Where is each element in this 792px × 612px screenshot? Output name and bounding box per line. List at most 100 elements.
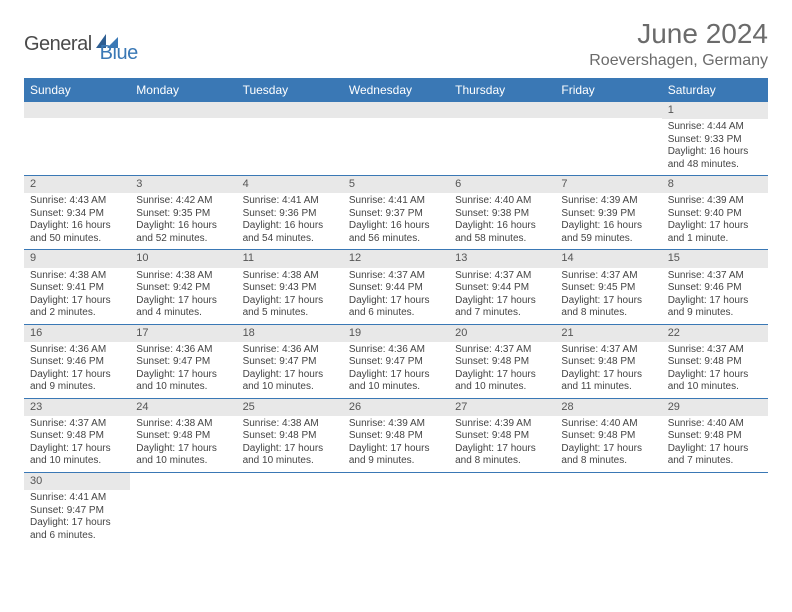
sunset-text: Sunset: 9:40 PM [668, 208, 762, 221]
sunset-text: Sunset: 9:48 PM [349, 430, 443, 443]
calendar-week-row: 23Sunrise: 4:37 AMSunset: 9:48 PMDayligh… [24, 398, 768, 472]
day-content: Sunrise: 4:41 AMSunset: 9:37 PMDaylight:… [343, 193, 449, 249]
sunrise-text: Sunrise: 4:36 AM [349, 344, 443, 357]
empty-day-bar [449, 102, 555, 118]
day-content: Sunrise: 4:43 AMSunset: 9:34 PMDaylight:… [24, 193, 130, 249]
calendar-cell: 21Sunrise: 4:37 AMSunset: 9:48 PMDayligh… [555, 324, 661, 398]
weekday-header: Thursday [449, 78, 555, 102]
daylight-text: Daylight: 17 hours and 8 minutes. [561, 295, 655, 320]
empty-day-bar [130, 102, 236, 118]
sunrise-text: Sunrise: 4:41 AM [243, 195, 337, 208]
sunset-text: Sunset: 9:47 PM [349, 356, 443, 369]
sunset-text: Sunset: 9:47 PM [243, 356, 337, 369]
day-number: 30 [24, 473, 130, 490]
calendar-week-row: 30Sunrise: 4:41 AMSunset: 9:47 PMDayligh… [24, 472, 768, 546]
sunset-text: Sunset: 9:43 PM [243, 282, 337, 295]
logo-text-blue: Blue [100, 42, 138, 65]
calendar-cell: 8Sunrise: 4:39 AMSunset: 9:40 PMDaylight… [662, 176, 768, 250]
day-number: 15 [662, 250, 768, 267]
weekday-header: Sunday [24, 78, 130, 102]
daylight-text: Daylight: 17 hours and 7 minutes. [668, 443, 762, 468]
day-content: Sunrise: 4:39 AMSunset: 9:39 PMDaylight:… [555, 193, 661, 249]
calendar-cell [555, 102, 661, 176]
calendar-cell: 28Sunrise: 4:40 AMSunset: 9:48 PMDayligh… [555, 398, 661, 472]
daylight-text: Daylight: 16 hours and 54 minutes. [243, 220, 337, 245]
day-content: Sunrise: 4:41 AMSunset: 9:47 PMDaylight:… [24, 490, 130, 546]
weekday-header: Friday [555, 78, 661, 102]
sunrise-text: Sunrise: 4:37 AM [561, 344, 655, 357]
day-content: Sunrise: 4:37 AMSunset: 9:45 PMDaylight:… [555, 268, 661, 324]
sunrise-text: Sunrise: 4:43 AM [30, 195, 124, 208]
sunset-text: Sunset: 9:37 PM [349, 208, 443, 221]
day-number: 3 [130, 176, 236, 193]
sunrise-text: Sunrise: 4:38 AM [30, 270, 124, 283]
sunset-text: Sunset: 9:48 PM [561, 430, 655, 443]
sunrise-text: Sunrise: 4:36 AM [30, 344, 124, 357]
title-block: June 2024 Roevershagen, Germany [589, 18, 768, 70]
sunset-text: Sunset: 9:48 PM [561, 356, 655, 369]
sunset-text: Sunset: 9:46 PM [30, 356, 124, 369]
day-number: 4 [237, 176, 343, 193]
calendar-cell [662, 472, 768, 546]
day-number: 6 [449, 176, 555, 193]
calendar-cell: 22Sunrise: 4:37 AMSunset: 9:48 PMDayligh… [662, 324, 768, 398]
day-number: 22 [662, 325, 768, 342]
calendar-cell [449, 472, 555, 546]
day-number: 9 [24, 250, 130, 267]
calendar-cell: 27Sunrise: 4:39 AMSunset: 9:48 PMDayligh… [449, 398, 555, 472]
day-content: Sunrise: 4:40 AMSunset: 9:38 PMDaylight:… [449, 193, 555, 249]
calendar-cell: 10Sunrise: 4:38 AMSunset: 9:42 PMDayligh… [130, 250, 236, 324]
calendar-cell: 1Sunrise: 4:44 AMSunset: 9:33 PMDaylight… [662, 102, 768, 176]
day-number: 25 [237, 399, 343, 416]
daylight-text: Daylight: 17 hours and 10 minutes. [243, 443, 337, 468]
sunrise-text: Sunrise: 4:40 AM [668, 418, 762, 431]
calendar-cell [555, 472, 661, 546]
day-number: 12 [343, 250, 449, 267]
calendar-week-row: 16Sunrise: 4:36 AMSunset: 9:46 PMDayligh… [24, 324, 768, 398]
day-content: Sunrise: 4:39 AMSunset: 9:48 PMDaylight:… [449, 416, 555, 472]
calendar-cell: 2Sunrise: 4:43 AMSunset: 9:34 PMDaylight… [24, 176, 130, 250]
day-number: 27 [449, 399, 555, 416]
day-number: 18 [237, 325, 343, 342]
day-number: 28 [555, 399, 661, 416]
calendar-cell: 19Sunrise: 4:36 AMSunset: 9:47 PMDayligh… [343, 324, 449, 398]
empty-day-bar [237, 102, 343, 118]
sunrise-text: Sunrise: 4:38 AM [243, 270, 337, 283]
calendar-week-row: 1Sunrise: 4:44 AMSunset: 9:33 PMDaylight… [24, 102, 768, 176]
calendar-cell: 23Sunrise: 4:37 AMSunset: 9:48 PMDayligh… [24, 398, 130, 472]
day-number: 23 [24, 399, 130, 416]
sunrise-text: Sunrise: 4:39 AM [668, 195, 762, 208]
sunrise-text: Sunrise: 4:37 AM [561, 270, 655, 283]
daylight-text: Daylight: 17 hours and 10 minutes. [136, 443, 230, 468]
sunrise-text: Sunrise: 4:40 AM [561, 418, 655, 431]
day-content: Sunrise: 4:36 AMSunset: 9:47 PMDaylight:… [130, 342, 236, 398]
day-content: Sunrise: 4:38 AMSunset: 9:48 PMDaylight:… [130, 416, 236, 472]
daylight-text: Daylight: 17 hours and 4 minutes. [136, 295, 230, 320]
daylight-text: Daylight: 16 hours and 52 minutes. [136, 220, 230, 245]
day-content: Sunrise: 4:40 AMSunset: 9:48 PMDaylight:… [662, 416, 768, 472]
calendar-cell: 25Sunrise: 4:38 AMSunset: 9:48 PMDayligh… [237, 398, 343, 472]
calendar-cell: 20Sunrise: 4:37 AMSunset: 9:48 PMDayligh… [449, 324, 555, 398]
day-content: Sunrise: 4:37 AMSunset: 9:48 PMDaylight:… [555, 342, 661, 398]
sunset-text: Sunset: 9:45 PM [561, 282, 655, 295]
daylight-text: Daylight: 16 hours and 48 minutes. [668, 146, 762, 171]
sunset-text: Sunset: 9:44 PM [349, 282, 443, 295]
calendar-cell: 15Sunrise: 4:37 AMSunset: 9:46 PMDayligh… [662, 250, 768, 324]
sunrise-text: Sunrise: 4:37 AM [455, 270, 549, 283]
daylight-text: Daylight: 17 hours and 6 minutes. [349, 295, 443, 320]
day-content: Sunrise: 4:36 AMSunset: 9:47 PMDaylight:… [343, 342, 449, 398]
sunrise-text: Sunrise: 4:37 AM [455, 344, 549, 357]
month-title: June 2024 [589, 18, 768, 50]
sunrise-text: Sunrise: 4:36 AM [243, 344, 337, 357]
day-number: 2 [24, 176, 130, 193]
day-number: 5 [343, 176, 449, 193]
calendar-table: Sunday Monday Tuesday Wednesday Thursday… [24, 78, 768, 546]
day-content: Sunrise: 4:37 AMSunset: 9:48 PMDaylight:… [24, 416, 130, 472]
sunrise-text: Sunrise: 4:37 AM [668, 344, 762, 357]
sunrise-text: Sunrise: 4:37 AM [349, 270, 443, 283]
daylight-text: Daylight: 17 hours and 5 minutes. [243, 295, 337, 320]
logo-text-general: General [24, 33, 92, 56]
logo: General Blue [24, 24, 138, 65]
calendar-cell [449, 102, 555, 176]
calendar-cell: 26Sunrise: 4:39 AMSunset: 9:48 PMDayligh… [343, 398, 449, 472]
